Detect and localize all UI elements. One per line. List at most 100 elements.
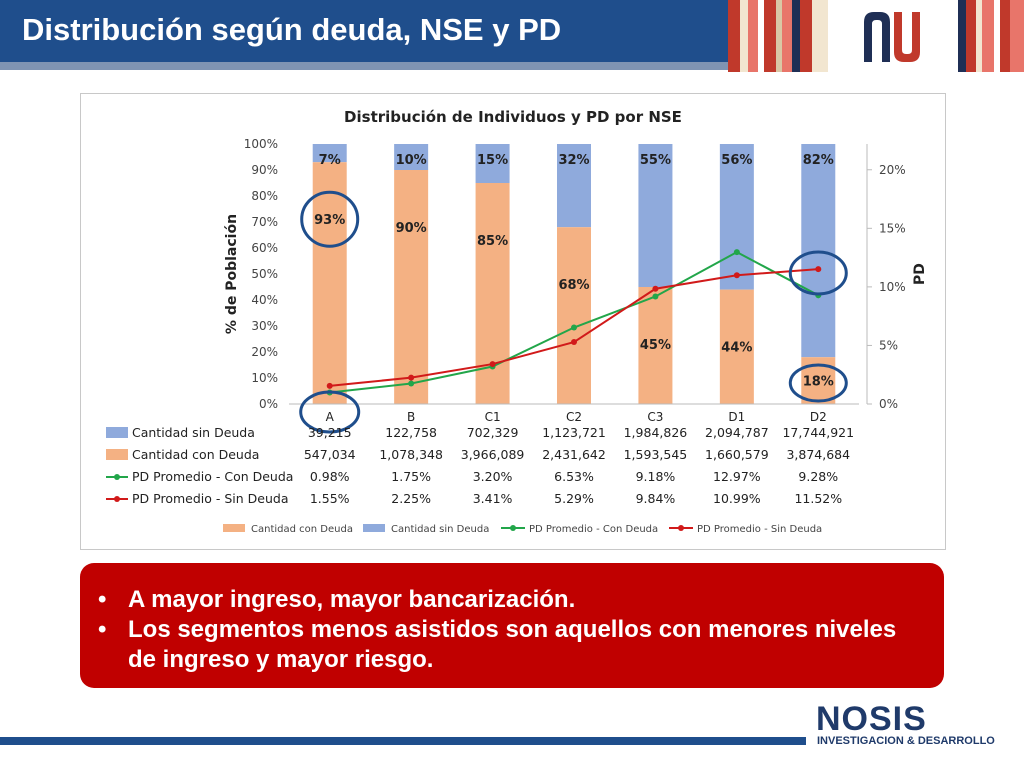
pd-point <box>652 293 659 300</box>
bar-con-deuda <box>394 170 429 404</box>
table-cell: 2.25% <box>391 491 431 506</box>
table-cell: 9.18% <box>636 469 676 484</box>
table-legend-marker <box>114 474 120 480</box>
table-cell: 9.28% <box>798 469 838 484</box>
y2-tick-label: 15% <box>879 221 906 235</box>
table-cell: 1,660,579 <box>705 447 769 462</box>
data-label-sin-deuda: 10% <box>396 153 427 168</box>
data-label-con-deuda: 85% <box>477 234 508 249</box>
data-label-sin-deuda: 7% <box>319 153 341 168</box>
y-tick-label: 30% <box>251 319 278 333</box>
decorative-stripes-right <box>958 0 1024 72</box>
bullet-glyph: • <box>98 586 107 613</box>
pd-point <box>408 374 415 381</box>
table-cell: 122,758 <box>385 425 437 440</box>
data-label-sin-deuda: 82% <box>803 153 834 168</box>
bar-sin-deuda <box>557 144 591 228</box>
table-cell: 2,094,787 <box>705 425 769 440</box>
data-label-sin-deuda: 55% <box>640 153 671 168</box>
data-label-sin-deuda: 56% <box>721 153 752 168</box>
data-label-con-deuda: 44% <box>721 341 752 356</box>
chart-title: Distribución de Individuos y PD por NSE <box>344 108 682 126</box>
table-row-label: PD Promedio - Sin Deuda <box>132 491 288 506</box>
data-label-con-deuda: 93% <box>314 213 345 228</box>
y-tick-label: 20% <box>251 345 278 359</box>
bar-con-deuda <box>475 183 510 404</box>
table-legend-swatch <box>106 427 128 438</box>
slide-title: Distribución según deuda, NSE y PD <box>22 12 562 47</box>
table-cell: 1,123,721 <box>542 425 606 440</box>
highlight-circle <box>788 250 848 296</box>
chart-frame: Distribución de Individuos y PD por NSE 0… <box>80 93 946 550</box>
table-cell: 39,215 <box>308 425 352 440</box>
x-tick-label: A <box>326 410 335 424</box>
data-label-con-deuda: 90% <box>396 221 427 236</box>
y-tick-label: 0% <box>259 397 278 411</box>
table-row-label: Cantidad sin Deuda <box>132 425 255 440</box>
legend-swatch <box>223 524 245 532</box>
bar-con-deuda <box>719 289 754 404</box>
bar-con-deuda <box>557 227 591 404</box>
pd-point <box>652 285 659 292</box>
table-legend-swatch <box>106 449 128 460</box>
table-cell: 9.84% <box>636 491 676 506</box>
y-tick-label: 50% <box>251 267 278 281</box>
y-tick-label: 40% <box>251 293 278 307</box>
table-cell: 1.55% <box>310 491 350 506</box>
y-tick-label: 10% <box>251 371 278 385</box>
pd-point <box>733 272 740 279</box>
pd-point <box>571 324 577 331</box>
footer-bar <box>0 737 806 745</box>
legend-label: PD Promedio - Sin Deuda <box>697 524 822 535</box>
y-tick-label: 60% <box>251 241 278 255</box>
table-cell: 10.99% <box>713 491 761 506</box>
table-cell: 2,431,642 <box>542 447 606 462</box>
highlight-circle <box>788 363 848 403</box>
pd-point <box>489 361 496 368</box>
table-cell: 6.53% <box>554 469 594 484</box>
nu-logo-icon <box>864 12 920 62</box>
data-label-con-deuda: 18% <box>803 375 834 390</box>
conclusion-text: Los segmentos menos asistidos son aquell… <box>128 616 897 673</box>
pd-point <box>571 339 577 346</box>
bar-sin-deuda <box>475 144 510 183</box>
legend-marker <box>678 525 684 531</box>
y2-tick-label: 20% <box>879 163 906 177</box>
table-cell: 5.29% <box>554 491 594 506</box>
conclusions-callout: • A mayor ingreso, mayor bancarización. •… <box>80 563 944 688</box>
x-tick-label: B <box>407 410 415 424</box>
table-cell: 547,034 <box>304 447 356 462</box>
table-cell: 3,966,089 <box>461 447 525 462</box>
table-cell: 1,984,826 <box>624 425 688 440</box>
table-cell: 0.98% <box>310 469 350 484</box>
table-cell: 702,329 <box>467 425 519 440</box>
table-cell: 3.41% <box>473 491 513 506</box>
pd-point <box>326 382 333 389</box>
y2-tick-label: 10% <box>879 280 906 294</box>
decorative-stripes-left <box>728 0 828 72</box>
data-label-con-deuda: 45% <box>640 338 671 353</box>
y2-axis-label: PD <box>912 263 928 285</box>
highlight-circle <box>300 190 360 248</box>
pd-point <box>408 380 415 387</box>
bar-sin-deuda <box>719 144 754 290</box>
y-tick-label: 80% <box>251 189 278 203</box>
table-cell: 17,744,921 <box>782 425 854 440</box>
table-cell: 11.52% <box>794 491 842 506</box>
y-tick-label: 100% <box>244 137 278 151</box>
highlight-circle <box>299 390 361 434</box>
bar-sin-deuda <box>394 144 429 170</box>
table-cell: 3.20% <box>473 469 513 484</box>
bar-sin-deuda <box>638 144 673 287</box>
y-tick-label: 90% <box>251 163 278 177</box>
bar-con-deuda <box>638 287 673 404</box>
conclusions-list: • A mayor ingreso, mayor bancarización. •… <box>98 585 918 675</box>
x-tick-label: D1 <box>728 410 745 424</box>
x-tick-label: C3 <box>647 410 663 424</box>
chart-svg: Distribución de Individuos y PD por NSE 0… <box>106 108 928 535</box>
pd-point <box>815 266 822 273</box>
table-cell: 1.75% <box>391 469 431 484</box>
conclusion-item: • Los segmentos menos asistidos son aquel… <box>98 615 918 675</box>
table-cell: 12.97% <box>713 469 761 484</box>
x-tick-label: C2 <box>566 410 582 424</box>
